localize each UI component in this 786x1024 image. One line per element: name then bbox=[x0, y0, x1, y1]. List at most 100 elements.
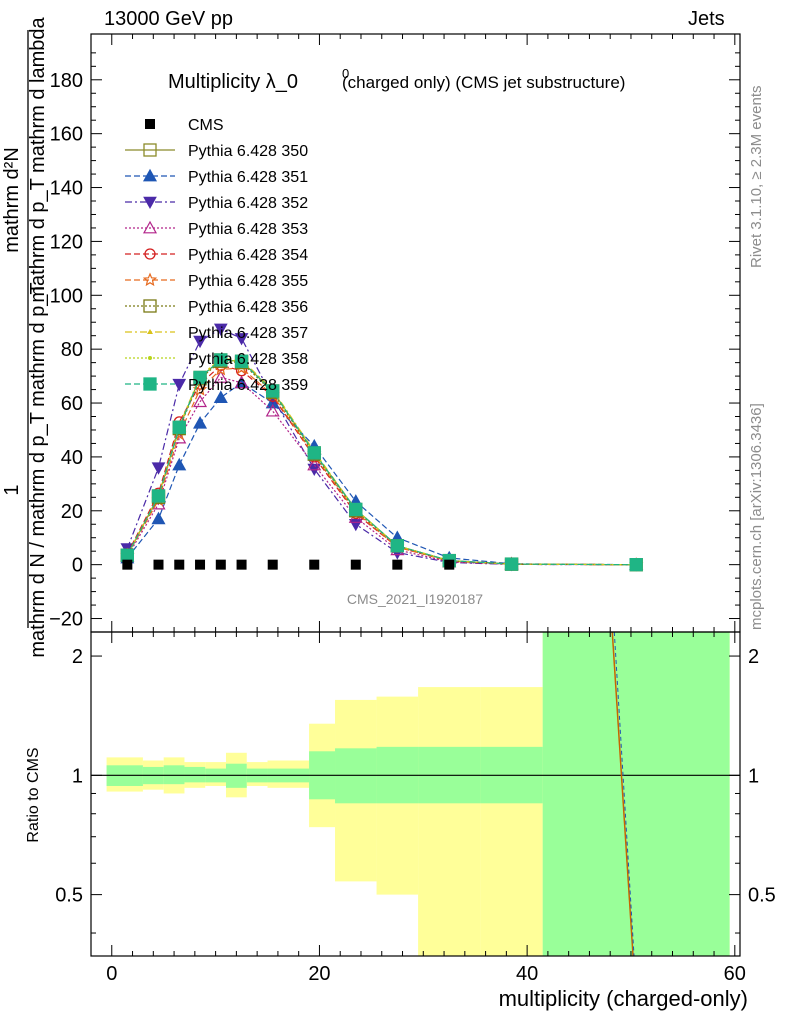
series-point-9 bbox=[504, 557, 519, 571]
category-label: Jets bbox=[688, 8, 725, 30]
data-point bbox=[236, 559, 247, 570]
legend-marker-0 bbox=[143, 143, 157, 157]
series-point-3 bbox=[265, 403, 280, 417]
ratio-uncertainty-bands bbox=[106, 632, 730, 956]
series-point-9 bbox=[266, 384, 280, 398]
data-point bbox=[392, 559, 403, 570]
y-tick-label: 40 bbox=[61, 447, 83, 469]
y-tick-label: 160 bbox=[50, 124, 83, 146]
legend-marker-3 bbox=[142, 220, 158, 234]
chart-labels: Multiplicity λ_0 0(charged only) (CMS jet… bbox=[1, 16, 748, 1011]
ratio-band-stat bbox=[163, 765, 185, 785]
chart-title-suffix: (charged only) (CMS jet substructure) bbox=[342, 73, 625, 92]
ratio-frame bbox=[90, 631, 741, 957]
ratio-band-total bbox=[480, 687, 543, 956]
y-tick-label: 120 bbox=[50, 231, 83, 253]
data-point bbox=[195, 559, 206, 570]
ratio-tick-label: 0.5 bbox=[55, 885, 83, 907]
y-tick-label: 80 bbox=[61, 339, 83, 361]
series-point-9 bbox=[120, 548, 134, 562]
ratio-axis-label: Ratio to CMS bbox=[25, 747, 42, 842]
legend-label-data: CMS bbox=[188, 117, 224, 134]
y-axis-label-bottom: mathrm d N / mathrm d p_T mathrm d p_T bbox=[27, 282, 49, 657]
y-axis-label-top: mathrm d p_T mathrm d lambda bbox=[27, 16, 49, 302]
data-point bbox=[215, 559, 226, 570]
series-point-3 bbox=[213, 370, 228, 383]
series-point-9 bbox=[390, 539, 404, 553]
main-series bbox=[120, 323, 644, 572]
legend-label-7: Pythia 6.428 357 bbox=[188, 325, 308, 342]
data-point bbox=[444, 559, 455, 570]
analysis-tag: CMS_2021_I1920187 bbox=[347, 591, 483, 607]
ratio-tick-label-right: 2 bbox=[748, 646, 759, 668]
x-tick-label: 0 bbox=[106, 963, 117, 985]
y-tick-label: 100 bbox=[50, 285, 83, 307]
ratio-curve bbox=[611, 631, 634, 957]
legend-marker-9 bbox=[143, 377, 157, 391]
y-tick-label: −20 bbox=[49, 609, 83, 631]
data-point bbox=[309, 559, 320, 570]
series-point-1 bbox=[172, 457, 187, 471]
chart-title: Multiplicity λ_0 bbox=[168, 71, 298, 93]
legend-label-2: Pythia 6.428 352 bbox=[188, 195, 308, 212]
legend-marker-7 bbox=[147, 329, 153, 334]
y-tick-label: 60 bbox=[61, 393, 83, 415]
legend-marker-6 bbox=[143, 299, 157, 313]
series-point-1 bbox=[213, 390, 228, 404]
legend-label-0: Pythia 6.428 350 bbox=[188, 143, 308, 160]
legend-label-6: Pythia 6.428 356 bbox=[188, 299, 308, 316]
ratio-lines bbox=[91, 631, 740, 957]
chart-title-superscript: 0 bbox=[342, 66, 349, 81]
energy-label: 13000 GeV pp bbox=[104, 8, 233, 30]
x-tick-label: 40 bbox=[516, 963, 538, 985]
legend: CMS Pythia 6.428 350 Pythia 6.428 351 Pythi… bbox=[125, 117, 308, 394]
series-point-9 bbox=[307, 446, 321, 460]
series-point-1 bbox=[151, 511, 166, 525]
ratio-tick-label-right: 1 bbox=[748, 765, 759, 787]
ratio-band-total bbox=[418, 687, 481, 956]
y-tick-label: 180 bbox=[50, 70, 83, 92]
series-point-1 bbox=[193, 416, 208, 429]
y-tick-label: 140 bbox=[50, 178, 83, 200]
x-axis-label: multiplicity (charged-only) bbox=[499, 986, 748, 1011]
legend-label-5: Pythia 6.428 355 bbox=[188, 273, 308, 290]
series-point-2 bbox=[193, 335, 207, 349]
series-point-9 bbox=[214, 353, 228, 367]
legend-label-3: Pythia 6.428 353 bbox=[188, 221, 308, 238]
series-point-9 bbox=[193, 370, 207, 385]
legend-label-8: Pythia 6.428 358 bbox=[188, 351, 308, 368]
series-point-3 bbox=[307, 457, 322, 471]
series-line-3 bbox=[126, 376, 637, 566]
y-tick-label: 0 bbox=[72, 555, 83, 577]
ratio-tick-label-right: 0.5 bbox=[748, 885, 776, 907]
series-point-2 bbox=[172, 378, 187, 392]
data-point bbox=[153, 559, 164, 570]
legend-label-9: Pythia 6.428 359 bbox=[188, 377, 308, 394]
data-point bbox=[174, 559, 185, 570]
legend-marker-2 bbox=[143, 196, 157, 210]
series-point-2 bbox=[151, 462, 166, 475]
legend-label-1: Pythia 6.428 351 bbox=[188, 169, 308, 186]
y-axis-label-numerator: mathrm d²N bbox=[1, 147, 23, 253]
legend-marker-data bbox=[145, 119, 155, 129]
ratio-band-stat bbox=[542, 632, 730, 956]
x-tick-label: 60 bbox=[724, 963, 746, 985]
series-point-9 bbox=[151, 489, 166, 503]
data-point bbox=[267, 559, 278, 570]
series-point-9 bbox=[172, 420, 186, 434]
series-point-3 bbox=[234, 375, 249, 389]
series-point-3 bbox=[193, 394, 208, 408]
series-point-9 bbox=[629, 558, 643, 572]
ratio-tick-label: 2 bbox=[72, 646, 83, 668]
ratio-tick-label: 1 bbox=[72, 765, 83, 787]
legend-marker-4 bbox=[144, 248, 156, 260]
series-point-9 bbox=[349, 502, 363, 517]
series-point-2 bbox=[234, 333, 249, 346]
series-line-1 bbox=[126, 382, 637, 566]
legend-label-4: Pythia 6.428 354 bbox=[188, 247, 308, 264]
series-line-4 bbox=[126, 364, 637, 566]
legend-marker-8 bbox=[148, 356, 152, 360]
ratio-curve-alt bbox=[613, 631, 635, 957]
